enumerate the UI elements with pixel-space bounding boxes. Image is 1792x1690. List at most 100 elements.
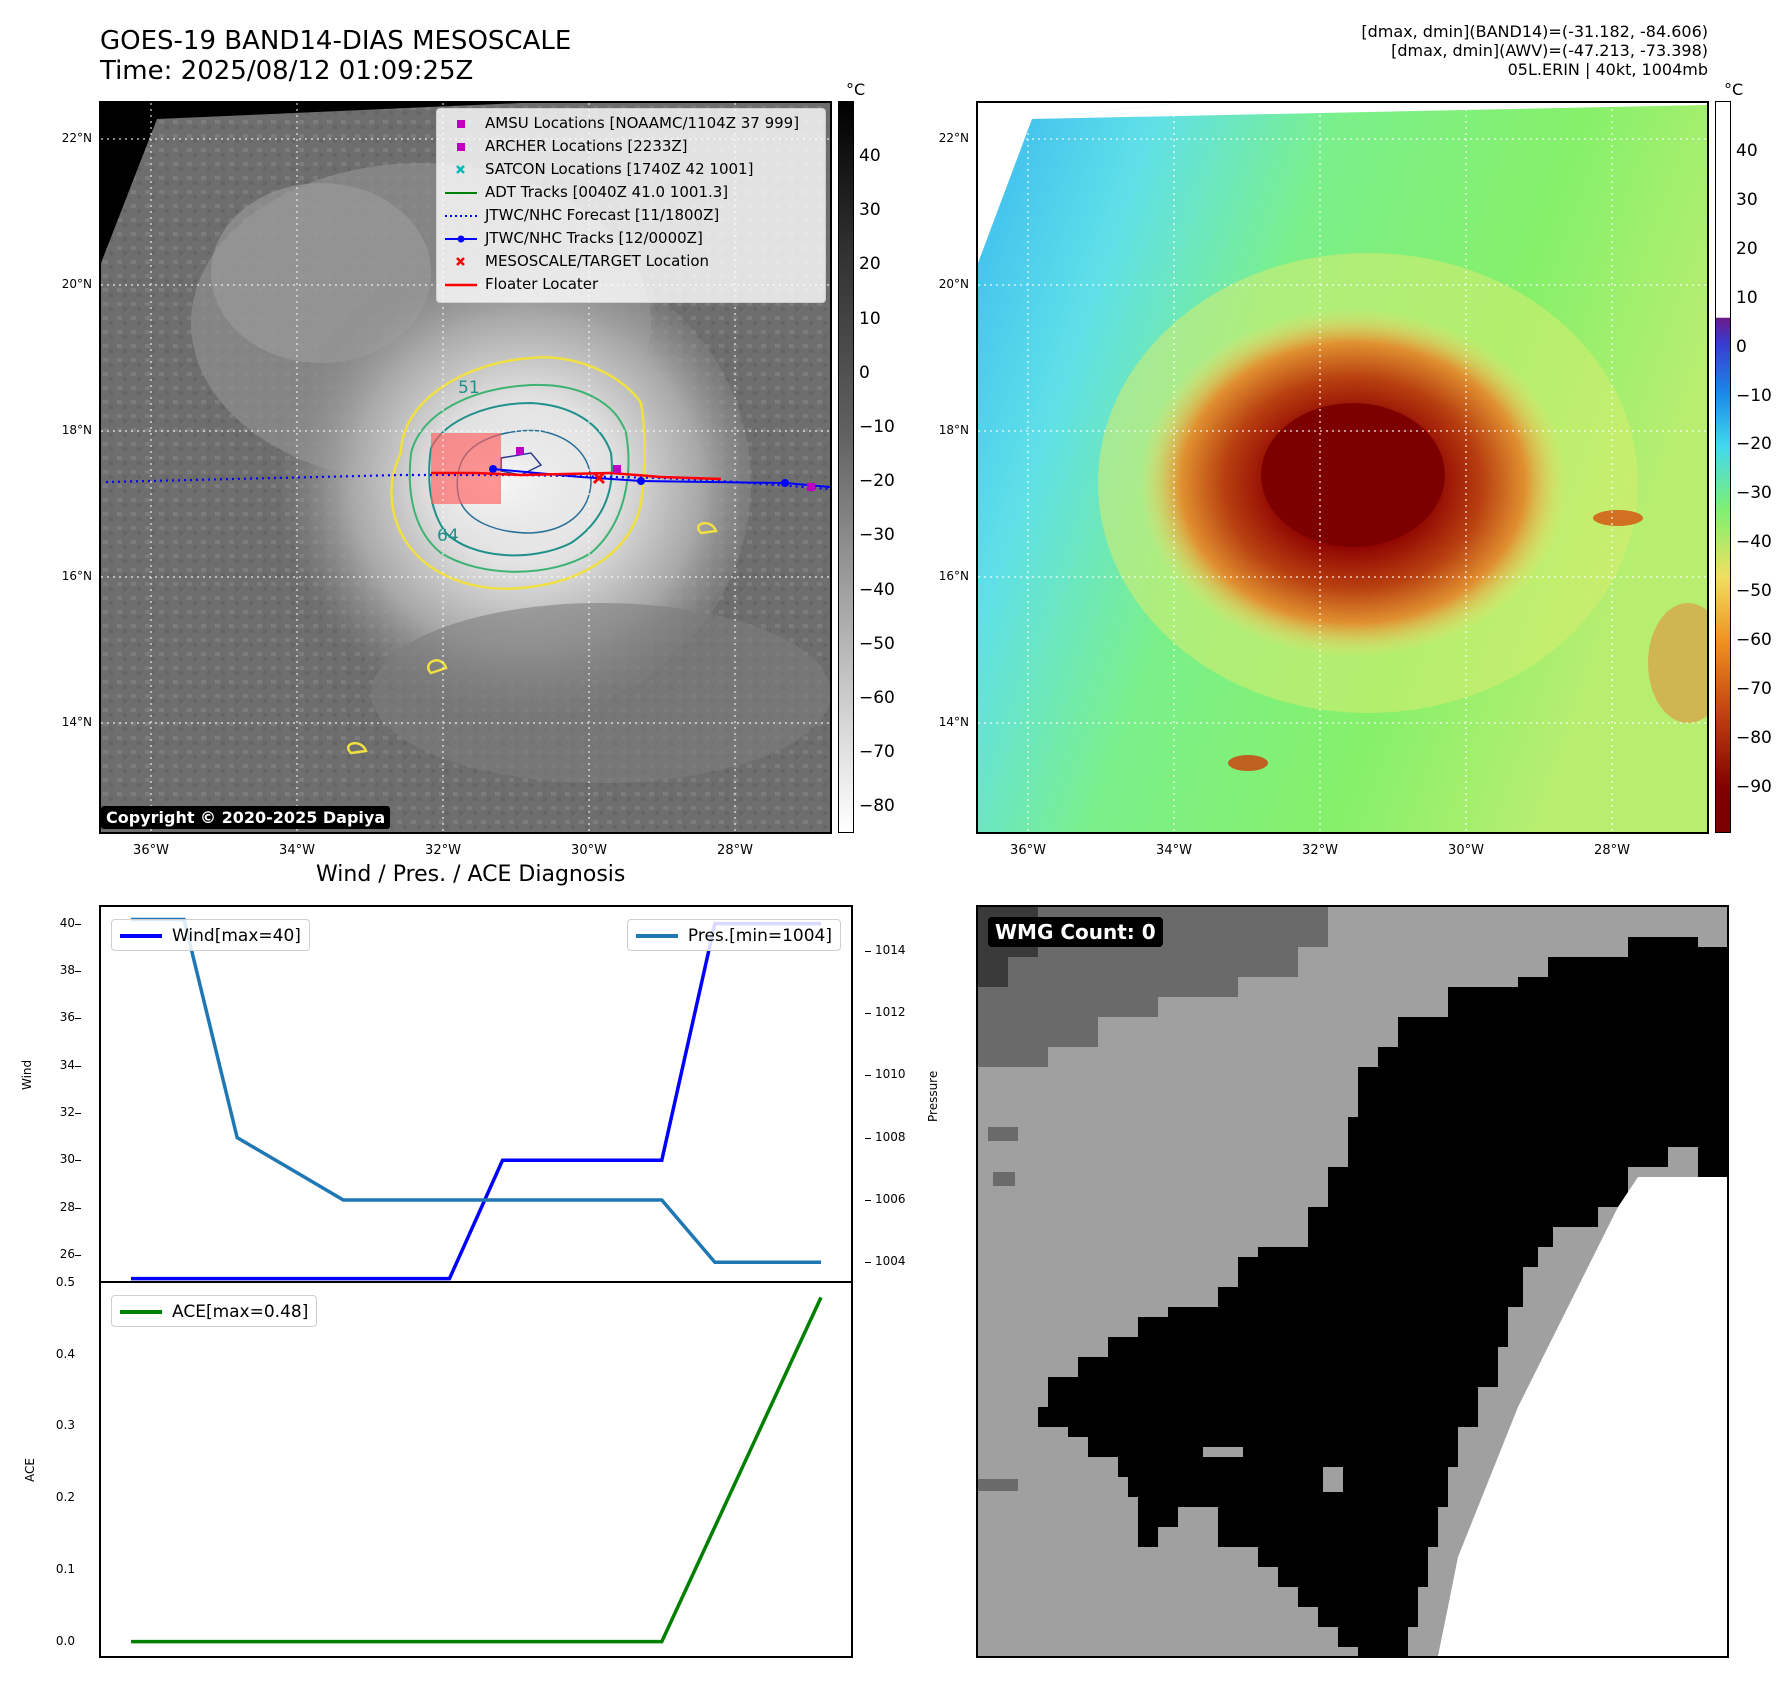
y-tick-mark [75, 1112, 81, 1114]
y-tick-label: 0.5 [55, 1275, 75, 1289]
main-title: GOES-19 BAND14-DIAS MESOSCALE [100, 26, 572, 56]
wv-lon-label: 36°W [1010, 843, 1046, 858]
colorbar-tick: −90 [1736, 776, 1772, 797]
ir-map-panel: 64 51 AMSU [99, 101, 832, 834]
colorbar-tick: 20 [859, 254, 881, 275]
legend-forecast: JTWC/NHC Forecast [11/1800Z] [445, 206, 720, 224]
wv-lat-label: 20°N [938, 277, 969, 291]
legend-satcon: SATCON Locations [1740Z 42 1001] [437, 158, 825, 181]
ir-lat-label: 16°N [61, 569, 92, 583]
wv-lon-label: 34°W [1156, 843, 1192, 858]
wind-pressure-plot: Wind[max=40] Pres.[min=1004] [99, 905, 853, 1283]
ir-lat-label: 22°N [61, 131, 92, 145]
y-tick-label: 1006 [875, 1191, 906, 1206]
wind-legend: Wind[max=40] [111, 919, 310, 951]
contour-label-64: 64 [437, 526, 459, 546]
y-tick-label: 28 [59, 1199, 75, 1214]
ace-chart [131, 1296, 823, 1644]
wv-lat-label: 22°N [938, 131, 969, 145]
ace-axis-label: ACE [23, 1458, 37, 1482]
colorbar-tick: −10 [1736, 385, 1772, 406]
y-tick-mark [75, 923, 81, 925]
y-tick-label: 36 [59, 1010, 75, 1025]
colorbar-tick: −20 [859, 471, 895, 492]
y-tick-mark [865, 1075, 871, 1077]
colorbar-tick: 0 [1736, 336, 1747, 357]
y-tick-label: 1014 [875, 942, 906, 957]
wv-colorbar [1715, 101, 1731, 833]
band14-stats: [dmax, dmin](BAND14)=(-31.182, -84.606) [1361, 22, 1708, 41]
colorbar-tick: −80 [859, 796, 895, 817]
legend-tracks: JTWC/NHC Tracks [12/0000Z] [437, 227, 825, 250]
ir-lat-label: 18°N [61, 423, 92, 437]
colorbar-tick: −60 [859, 688, 895, 708]
colorbar-tick: −80 [1736, 727, 1772, 748]
wv-lon-label: 28°W [1594, 843, 1630, 858]
y-tick-label: 0.4 [55, 1346, 75, 1361]
storm-info: 05L.ERIN | 40kt, 1004mb [1507, 60, 1708, 79]
colorbar-tick: −50 [1736, 581, 1772, 602]
y-tick-label: 38 [59, 962, 75, 977]
colorbar-tick: −70 [1736, 678, 1772, 699]
map-legend: AMSU Locations [NOAAMC/1104Z 37 999] ARC… [436, 108, 826, 303]
colorbar-tick: 10 [859, 308, 881, 329]
legend-mesoscale: MESOSCALE/TARGET Location [437, 250, 825, 273]
pressure-legend: Pres.[min=1004] [626, 919, 841, 951]
ace-legend: ACE[max=0.48] [111, 1295, 318, 1327]
series-line-pres-min-1004- [131, 917, 821, 1265]
ir-lon-label: 34°W [279, 843, 315, 858]
colorbar-tick: −40 [1736, 532, 1772, 553]
series-line-ace-max-0-48- [131, 1296, 823, 1644]
ace-plot: ACE[max=0.48] [99, 1281, 853, 1658]
colorbar-tick: 40 [1736, 141, 1758, 161]
y-tick-mark [865, 950, 871, 952]
colorbar-tick: 0 [859, 362, 870, 383]
ir-colorbar [838, 101, 854, 833]
y-tick-mark [865, 1012, 871, 1014]
y-tick-label: 1010 [875, 1067, 906, 1082]
legend-floater: Floater Locater [445, 275, 599, 293]
legend-amsu: AMSU Locations [NOAAMC/1104Z 37 999] [437, 112, 825, 135]
y-tick-label: 1004 [875, 1254, 906, 1269]
y-tick-label: 1008 [875, 1129, 906, 1144]
y-tick-label: 0.2 [55, 1490, 75, 1505]
colorbar-tick: −30 [1736, 483, 1772, 504]
colorbar-tick: −60 [1736, 630, 1772, 650]
awv-stats: [dmax, dmin](AWV)=(-47.213, -73.398) [1391, 41, 1708, 60]
y-tick-label: 32 [59, 1104, 75, 1119]
contour-label-51: 51 [458, 378, 480, 398]
wind-pressure-chart [131, 917, 821, 1281]
colorbar-tick: 30 [859, 200, 881, 221]
colorbar-tick: −10 [859, 417, 895, 437]
timestamp: Time: 2025/08/12 01:09:25Z [100, 56, 474, 86]
ir-lon-label: 28°W [717, 843, 753, 858]
wmg-panel: WMG Count: 0 [976, 905, 1729, 1658]
y-tick-label: 40 [59, 915, 75, 930]
y-tick-mark [865, 1199, 871, 1201]
ir-lon-label: 32°W [425, 843, 461, 858]
y-tick-mark [75, 1065, 81, 1067]
series-line-wind-max-40- [131, 921, 821, 1281]
y-tick-label: 0.3 [55, 1418, 75, 1433]
y-tick-label: 26 [59, 1246, 75, 1261]
y-tick-mark [865, 1137, 871, 1139]
colorbar-tick: −30 [859, 525, 895, 546]
colorbar-tick: 30 [1736, 189, 1758, 210]
pressure-axis-label: Pressure [926, 1070, 940, 1122]
y-tick-label: 30 [59, 1152, 75, 1167]
wv-lat-label: 16°N [938, 569, 969, 583]
wv-map-image [978, 103, 1707, 832]
colorbar-tick: −70 [859, 742, 895, 763]
y-tick-mark [75, 970, 81, 972]
wv-lat-label: 14°N [938, 715, 969, 729]
colorbar-tick: −20 [1736, 434, 1772, 455]
ir-lon-label: 30°W [571, 843, 607, 858]
colorbar-tick: −40 [859, 579, 895, 600]
ir-lat-label: 20°N [61, 277, 92, 291]
ir-lon-label: 36°W [133, 843, 169, 858]
y-tick-label: 0.0 [55, 1633, 75, 1648]
y-tick-mark [865, 1262, 871, 1264]
y-tick-label: 0.1 [55, 1561, 75, 1576]
wv-map-panel [976, 101, 1709, 834]
wmg-image [978, 907, 1727, 1656]
